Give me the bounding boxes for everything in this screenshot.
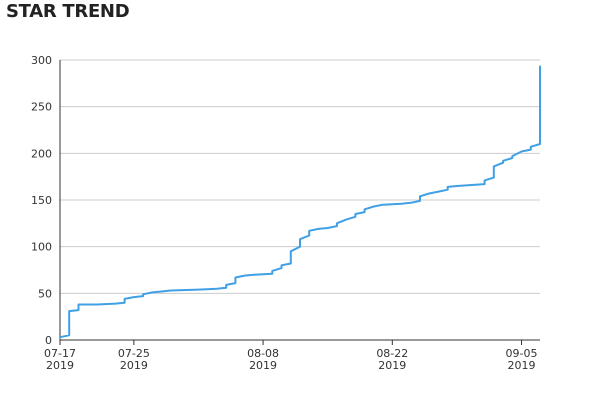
- x-tick-year-label: 2019: [508, 359, 536, 372]
- series-layer: [59, 65, 541, 339]
- x-tick-year-label: 2019: [378, 359, 406, 372]
- gridlines: [60, 59, 540, 294]
- y-tick-label: 100: [31, 241, 52, 254]
- chart-title: STAR TREND: [6, 1, 130, 22]
- x-tick-year-label: 2019: [46, 359, 74, 372]
- x-tick-year-label: 2019: [249, 359, 277, 372]
- y-tick-label: 200: [31, 147, 52, 160]
- x-tick-label: 08-08: [247, 347, 279, 360]
- x-tick-label: 07-17: [44, 347, 76, 360]
- x-tick-label: 07-25: [118, 347, 150, 360]
- tick-labels: 05010015020025030007-17201907-25201908-0…: [31, 54, 538, 372]
- y-tick-label: 250: [31, 101, 52, 114]
- y-tick-label: 50: [38, 287, 52, 300]
- x-tick-label: 08-22: [376, 347, 408, 360]
- axes: [59, 60, 540, 345]
- y-tick-label: 0: [45, 334, 52, 347]
- y-tick-label: 150: [31, 194, 52, 207]
- y-tick-label: 300: [31, 54, 52, 67]
- x-tick-label: 09-05: [506, 347, 538, 360]
- x-tick-year-label: 2019: [120, 359, 148, 372]
- series-line: [59, 65, 541, 339]
